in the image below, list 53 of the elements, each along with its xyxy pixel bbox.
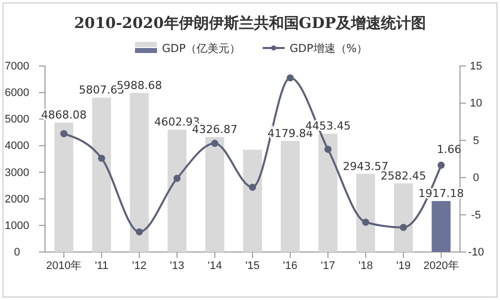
data-label: 4868.08 — [41, 108, 87, 122]
x-tick-label: '18 — [358, 260, 373, 272]
point — [173, 174, 181, 182]
bar — [432, 201, 451, 252]
x-tick-label: 2020年 — [423, 260, 459, 272]
x-tick-label: 2010年 — [46, 260, 82, 272]
x-tick-label: '19 — [396, 260, 411, 272]
x-tick-label: '15 — [245, 260, 260, 272]
y2-tick-label: 10 — [470, 98, 482, 110]
point — [98, 154, 106, 162]
x-tick-label: '14 — [208, 260, 222, 272]
point — [286, 74, 294, 82]
y2-tick-label: -10 — [468, 246, 484, 259]
legend-label: GDP（亿美元） — [162, 42, 241, 55]
y-tick-label: 0 — [14, 246, 20, 259]
x-tick-label: '17 — [320, 260, 336, 272]
point — [324, 146, 332, 153]
bar — [130, 92, 149, 252]
data-label: 4326.87 — [192, 123, 238, 136]
bar — [318, 134, 338, 252]
point — [60, 130, 68, 138]
point — [362, 218, 370, 226]
x-tick-label: '12 — [132, 260, 146, 272]
point — [136, 228, 143, 236]
x-tick-label: '16 — [283, 260, 298, 272]
y2-tick-label: 0 — [472, 172, 480, 184]
y-tick-label: 2000 — [4, 193, 30, 206]
legend-label: GDP增速（%） — [290, 42, 368, 55]
y2-tick-label: 15 — [470, 60, 482, 73]
bar — [356, 174, 376, 252]
point — [400, 224, 407, 232]
bar — [92, 98, 112, 252]
y2-tick-label: 5 — [472, 134, 480, 147]
bar — [54, 122, 74, 252]
y-tick-label: 5000 — [4, 114, 30, 126]
y-tick-label: 4000 — [4, 140, 30, 152]
x-tick-label: '13 — [170, 260, 184, 272]
point — [438, 162, 445, 169]
y-tick-label: 3000 — [4, 166, 30, 179]
y2-tick-label: -5 — [471, 209, 481, 222]
bar — [394, 183, 413, 252]
chart-title: 2010-2020年伊朗伊斯兰共和国GDP及增速统计图 — [74, 14, 426, 32]
bar — [168, 130, 186, 252]
x-tick-label: '11 — [94, 260, 108, 272]
bar — [205, 137, 224, 252]
y-tick-label: 6000 — [4, 87, 30, 100]
y-tick-label: 1000 — [4, 220, 30, 232]
point — [211, 140, 218, 147]
bar — [280, 140, 300, 252]
y-tick-label: 7000 — [4, 60, 30, 73]
bar — [243, 150, 262, 252]
data-label: 1.66 — [436, 143, 462, 156]
point — [248, 184, 256, 191]
